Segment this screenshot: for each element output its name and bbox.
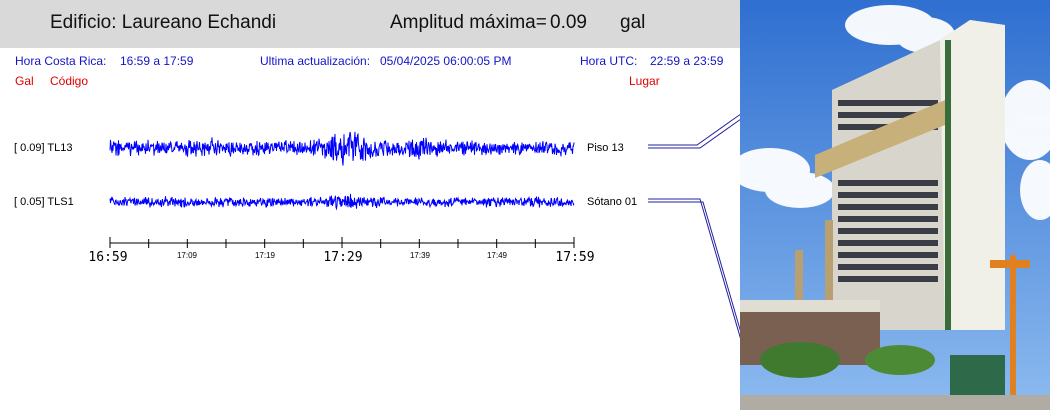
time-tick-label-major: 17:59 bbox=[555, 250, 594, 265]
building-photo bbox=[740, 0, 1050, 410]
utc-time-label: Hora UTC: bbox=[580, 54, 638, 68]
seismogram-trace-tls1 bbox=[109, 193, 575, 211]
station-place-tls1: Sótano 01 bbox=[587, 196, 638, 208]
last-update-label: Ultima actualización: bbox=[260, 54, 371, 68]
time-tick-label-minor: 17:19 bbox=[255, 251, 276, 260]
station-place-tl13: Piso 13 bbox=[587, 142, 624, 154]
local-time-range: 16:59 a 17:59 bbox=[120, 54, 194, 68]
header-bar: Edificio: Laureano Echandi Amplitud máxi… bbox=[0, 0, 740, 48]
local-time-label: Hora Costa Rica: bbox=[15, 54, 107, 68]
time-axis-ticks bbox=[109, 237, 575, 248]
max-amplitude-value: 0.09 bbox=[550, 12, 587, 33]
seismogram-panel: 16:59 17:09 17:19 17:29 17:39 17:49 17:5… bbox=[88, 113, 740, 339]
code-column-label: Código bbox=[50, 74, 89, 88]
connector-lines bbox=[648, 113, 740, 339]
time-tick-label-minor: 17:49 bbox=[487, 251, 508, 260]
time-tick-label-major: 16:59 bbox=[88, 250, 127, 265]
time-tick-label-major: 17:29 bbox=[323, 250, 362, 265]
place-column-label: Lugar bbox=[629, 74, 660, 88]
max-amplitude-label: Amplitud máxima= bbox=[390, 12, 547, 33]
time-tick-label-minor: 17:09 bbox=[177, 251, 198, 260]
building-title: Edificio: Laureano Echandi bbox=[50, 12, 277, 33]
last-update-value: 05/04/2025 06:00:05 PM bbox=[380, 54, 512, 68]
time-tick-label-minor: 17:39 bbox=[410, 251, 431, 260]
utc-time-range: 22:59 a 23:59 bbox=[650, 54, 724, 68]
max-amplitude-unit: gal bbox=[620, 12, 646, 33]
seismogram-trace-tl13 bbox=[109, 131, 575, 166]
station-amplitude-tls1: [ 0.05] TLS1 bbox=[14, 196, 74, 208]
station-amplitude-tl13: [ 0.09] TL13 bbox=[14, 142, 73, 154]
gal-column-label: Gal bbox=[15, 74, 34, 88]
